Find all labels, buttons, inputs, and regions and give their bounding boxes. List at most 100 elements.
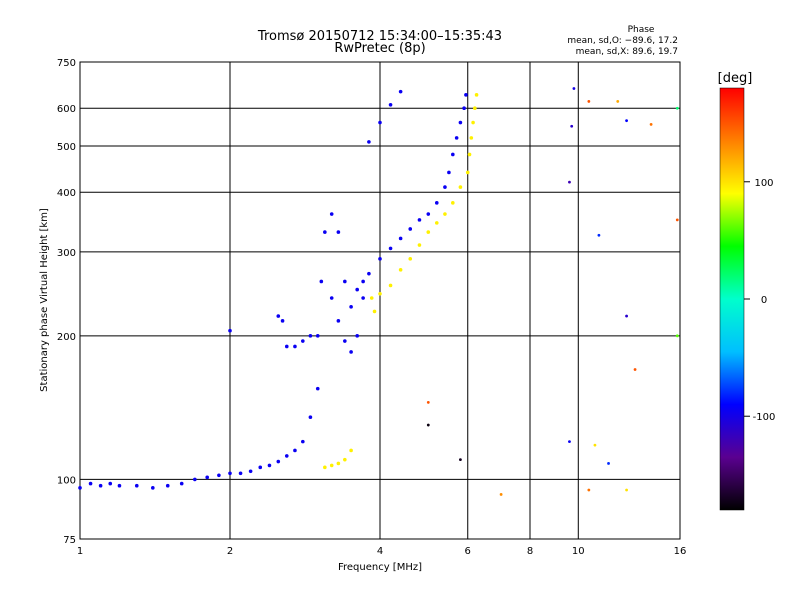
chart-subtitle: RwPretec (8p) (334, 41, 425, 56)
point-O-17 (276, 459, 281, 464)
point-X-20 (336, 461, 341, 466)
point-X-1 (372, 309, 377, 314)
y-axis-label: Stationary phase Virtual Height [km] (39, 208, 50, 392)
point-O-7 (165, 483, 170, 488)
y-tick-label-3: 300 (57, 248, 76, 259)
x-axis-label: Frequency [MHz] (338, 562, 422, 573)
point-scatter-15 (607, 462, 610, 465)
point-O-12 (228, 471, 232, 476)
point-O-48 (378, 120, 382, 125)
colorbar-tick-label-0: 100 (754, 178, 773, 189)
point-O-38 (426, 212, 431, 216)
x-tick-label-0: 1 (77, 546, 83, 557)
y-tick-label-7: 750 (57, 58, 76, 69)
point-scatter-5 (625, 119, 628, 123)
point-O-29 (349, 305, 353, 309)
x-tick-label-2: 4 (377, 546, 383, 557)
point-O-8 (179, 481, 184, 486)
point-scatter-0 (572, 87, 576, 90)
point-O-36 (408, 227, 413, 231)
y-tick-label-4: 400 (57, 188, 76, 199)
y-axis-ticks: 75 100 200 300 400 500 600 750 (57, 58, 76, 546)
point-O-30 (355, 287, 359, 292)
point-scatter-6 (649, 122, 653, 126)
colorbar-label: [deg] (718, 71, 753, 86)
point-scatter-11 (675, 334, 679, 338)
point-O-63 (361, 296, 365, 300)
point-O-54 (284, 344, 289, 349)
point-O-16 (267, 463, 272, 468)
phase-legend-o: mean, sd,O: −89.6, 17.2 (567, 36, 678, 46)
point-scatter-14 (593, 443, 597, 447)
point-X-12 (465, 170, 470, 175)
point-scatter-20 (426, 401, 430, 404)
point-scatter-16 (587, 488, 591, 492)
data-points (78, 87, 679, 496)
point-O-39 (434, 201, 439, 205)
point-O-32 (367, 271, 371, 276)
point-O-44 (458, 120, 463, 125)
point-O-24 (319, 279, 324, 284)
point-O-21 (308, 415, 313, 420)
x-tick-label-4: 8 (527, 546, 533, 557)
point-O-18 (284, 454, 289, 458)
point-O-60 (343, 339, 347, 343)
point-O-52 (276, 314, 281, 318)
point-O-26 (329, 212, 334, 216)
point-scatter-8 (675, 218, 679, 222)
y-tick-label-2: 200 (57, 332, 76, 343)
phase-legend-x: mean, sd,X: 89.6, 19.7 (576, 47, 678, 57)
y-tick-label-0: 75 (63, 535, 76, 546)
point-scatter-1 (570, 124, 574, 128)
point-O-49 (388, 103, 393, 107)
point-O-57 (308, 334, 313, 338)
point-X-18 (323, 465, 327, 470)
colorbar-ticks: 100 0 -100 (744, 178, 775, 423)
point-O-37 (417, 218, 422, 222)
point-scatter-19 (499, 493, 503, 496)
chart-title: Tromsø 20150712 15:34:00–15:35:43 (257, 29, 502, 44)
point-O-35 (398, 236, 403, 241)
point-X-7 (426, 230, 431, 234)
point-X-6 (417, 243, 422, 247)
point-X-17 (474, 93, 479, 97)
point-scatter-3 (587, 100, 591, 103)
point-O-3 (108, 481, 113, 486)
point-O-42 (451, 152, 455, 157)
point-O-56 (301, 339, 305, 343)
point-scatter-18 (459, 458, 462, 462)
point-scatter-21 (426, 423, 430, 427)
point-O-62 (355, 334, 359, 338)
point-O-45 (462, 106, 466, 111)
point-O-41 (447, 170, 451, 175)
point-O-50 (398, 89, 403, 94)
point-X-0 (369, 296, 374, 300)
point-O-2 (98, 483, 103, 488)
point-scatter-9 (597, 233, 601, 237)
point-scatter-2 (568, 180, 571, 184)
phase-legend-heading: Phase (628, 25, 655, 35)
point-O-25 (323, 230, 327, 234)
point-O-9 (193, 477, 197, 482)
point-X-3 (388, 283, 393, 288)
x-tick-label-3: 6 (465, 546, 471, 557)
point-O-31 (361, 279, 365, 284)
point-scatter-13 (568, 440, 571, 444)
point-O-1 (88, 481, 93, 486)
point-O-5 (134, 483, 139, 488)
point-O-51 (228, 328, 232, 333)
point-O-11 (217, 473, 221, 478)
point-O-14 (248, 469, 253, 474)
x-tick-label-6: 16 (674, 546, 687, 557)
point-O-19 (293, 448, 297, 453)
y-tick-label-6: 600 (57, 104, 76, 115)
point-X-11 (458, 185, 463, 189)
point-X-15 (471, 120, 475, 125)
point-O-59 (336, 319, 341, 323)
point-O-4 (117, 483, 122, 488)
point-scatter-12 (633, 368, 637, 371)
point-X-8 (434, 221, 439, 225)
point-X-5 (408, 257, 413, 261)
